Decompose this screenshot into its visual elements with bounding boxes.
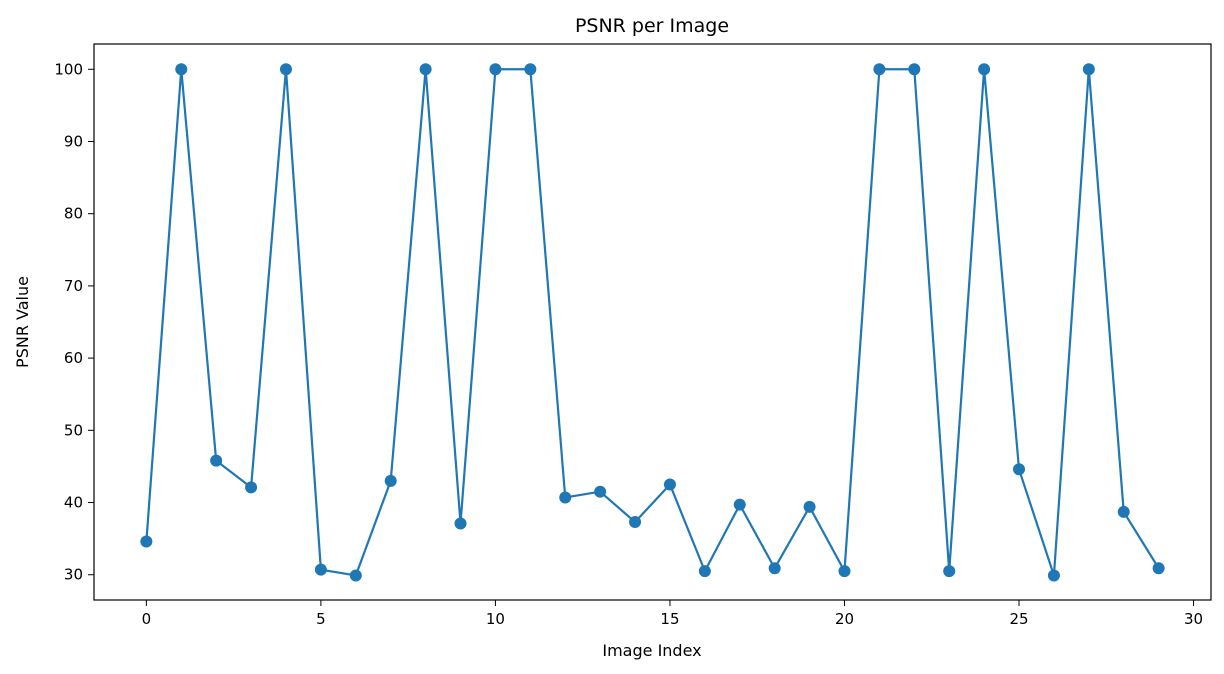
psnr-series-line xyxy=(145,68,1160,577)
y-tick-label: 30 xyxy=(64,566,83,584)
data-point xyxy=(733,498,746,511)
data-point xyxy=(419,63,432,76)
y-tick-label: 90 xyxy=(64,132,83,150)
y-tick-label: 70 xyxy=(64,277,83,295)
x-tick-label: 20 xyxy=(835,610,854,628)
data-point xyxy=(663,478,676,491)
y-tick-label: 50 xyxy=(64,421,83,439)
x-tick-label: 15 xyxy=(660,610,679,628)
x-tick-label: 25 xyxy=(1009,610,1028,628)
x-tick-label: 30 xyxy=(1184,610,1203,628)
x-axis-title: Image Index xyxy=(602,641,701,660)
x-tick-label: 10 xyxy=(486,610,505,628)
data-point xyxy=(245,481,258,494)
data-point xyxy=(1117,505,1130,518)
data-point xyxy=(210,454,223,467)
data-point xyxy=(838,565,851,578)
data-point xyxy=(489,63,502,76)
x-tick-label: 0 xyxy=(142,610,152,628)
data-point xyxy=(803,500,816,513)
y-axis-title: PSNR Value xyxy=(13,276,32,368)
y-tick-label: 100 xyxy=(54,60,83,78)
data-point xyxy=(559,491,572,504)
data-point xyxy=(978,63,991,76)
x-tick-label: 5 xyxy=(316,610,326,628)
y-tick-label: 40 xyxy=(64,494,83,512)
data-point xyxy=(384,474,397,487)
data-point xyxy=(349,569,362,582)
plot-area xyxy=(140,63,1165,582)
y-tick-label: 80 xyxy=(64,205,83,223)
data-point xyxy=(1082,63,1095,76)
data-point xyxy=(768,562,781,575)
axes: 0 5 10 15 20 25 30 30 40 50 60 70 80 90 100 xyxy=(54,60,1203,628)
chart-title: PSNR per Image xyxy=(575,15,729,37)
data-point xyxy=(943,565,956,578)
data-point xyxy=(140,535,153,548)
data-point xyxy=(279,63,292,76)
data-point xyxy=(175,63,188,76)
data-point xyxy=(524,63,537,76)
plot-frame xyxy=(93,43,1212,601)
data-point xyxy=(908,63,921,76)
data-point xyxy=(873,63,886,76)
data-point xyxy=(1047,569,1060,582)
data-point xyxy=(698,565,711,578)
data-point xyxy=(1013,463,1026,476)
data-point xyxy=(454,517,467,530)
y-tick-label: 60 xyxy=(64,349,83,367)
data-point xyxy=(629,516,642,529)
data-point xyxy=(1152,562,1165,575)
data-point xyxy=(314,563,327,576)
data-point xyxy=(594,485,607,498)
